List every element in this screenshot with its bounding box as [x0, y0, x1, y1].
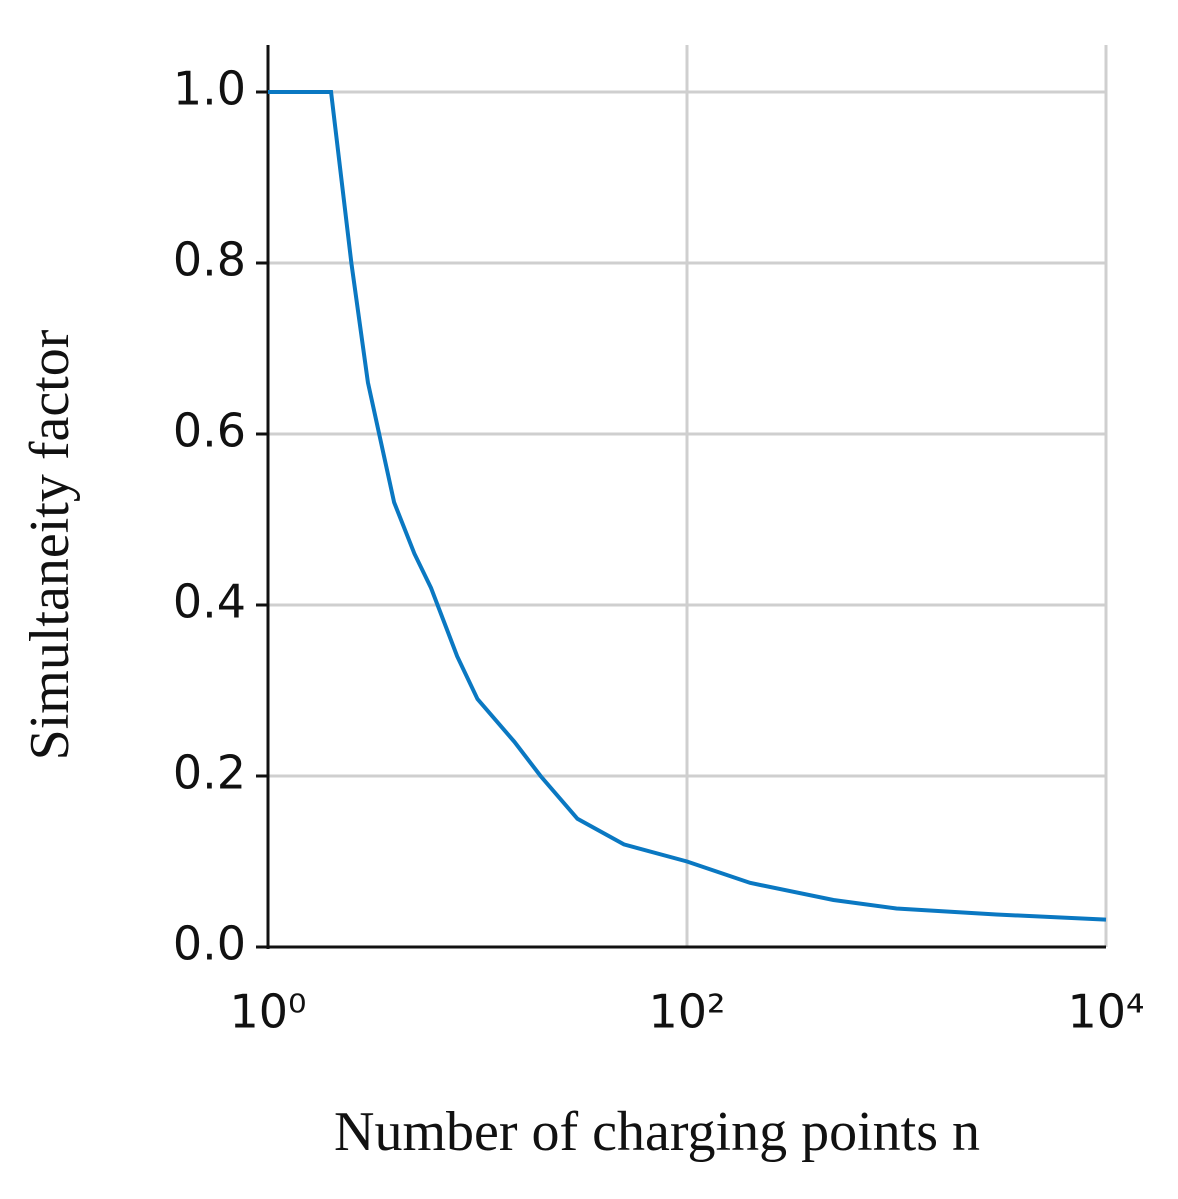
- y-tick-label: 1.0: [173, 62, 246, 116]
- x-tick-label: 10⁰: [230, 985, 307, 1039]
- y-tick-label: 0.6: [173, 404, 246, 458]
- y-tick-label: 0.8: [173, 233, 246, 287]
- y-tick-label: 0.4: [173, 575, 246, 629]
- y-tick-label: 0.2: [173, 746, 246, 800]
- data-line: [268, 90, 1107, 922]
- y-axis-title: Simultaneity factor: [19, 329, 81, 760]
- x-tick-label: 10²: [649, 985, 726, 1039]
- x-axis-title: Number of charging points n: [334, 1101, 980, 1163]
- x-tick-label: 10⁴: [1068, 985, 1145, 1039]
- y-tick-label: 0.0: [173, 917, 246, 971]
